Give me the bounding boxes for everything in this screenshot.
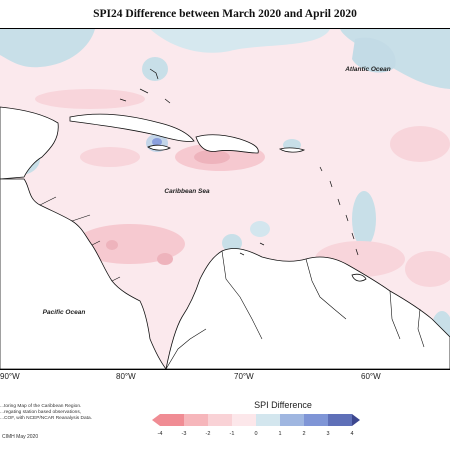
south-america-land [165, 248, 450, 369]
legend-tick-label: 0 [254, 431, 257, 437]
central-america-land [0, 178, 167, 369]
yucatan-land [0, 106, 59, 180]
legend-tick-label: 1 [278, 431, 281, 437]
legend-title: SPI Difference [254, 400, 312, 410]
legend-tick-label: 4 [350, 431, 353, 437]
puerto-rico-land [279, 147, 306, 153]
legend-tick-label: -2 [206, 431, 211, 437]
legend-ticks: -4 -3 -2 -1 0 1 2 3 4 [158, 431, 354, 437]
legend-tick-label: 3 [326, 431, 329, 437]
lon-label-60w: 60°W [361, 372, 381, 381]
description-line: ...COF, with NCEP/NCAR Reanalysis Data. [0, 416, 92, 421]
color-legend: -4 -3 -2 -1 0 1 2 3 4 [152, 414, 360, 437]
map-description: ...toring Map of the Caribbean Region. .… [0, 404, 120, 422]
legend-tick-label: -3 [182, 431, 187, 437]
negative-anomaly-areas [35, 89, 450, 287]
lon-label-90w: 90°W [0, 372, 20, 381]
legend-swatch [160, 414, 184, 426]
legend-right-arrow [352, 414, 360, 426]
cuba-land [69, 113, 195, 142]
legend-swatch [232, 414, 256, 426]
map-svg: Atlantic Ocean Caribbean Sea Pacific Oce… [0, 29, 450, 369]
map-panel: Atlantic Ocean Caribbean Sea Pacific Oce… [0, 28, 450, 370]
legend-tick-label: -4 [158, 431, 163, 437]
legend-tick-label: 2 [302, 431, 305, 437]
country-borders [39, 196, 425, 369]
description-line: ...regating station based observations, [0, 410, 82, 415]
jamaica-land [147, 144, 171, 151]
legend-swatch [184, 414, 208, 426]
map-title: SPI24 Difference between March 2020 and … [93, 8, 357, 20]
legend-swatch [328, 414, 352, 426]
legend-swatch [208, 414, 232, 426]
credit-text: CIMH May 2020 [2, 434, 39, 440]
legend-swatch [256, 414, 280, 426]
legend-left-arrow [152, 414, 160, 426]
atlantic-ocean-label: Atlantic Ocean [344, 66, 391, 73]
lon-label-70w: 70°W [234, 372, 254, 381]
legend-swatch [304, 414, 328, 426]
legend-swatch [280, 414, 304, 426]
small-islands [119, 68, 359, 256]
hispaniola-land [195, 134, 259, 154]
trinidad-land [351, 273, 367, 282]
legend-tick-label: -1 [230, 431, 235, 437]
pacific-ocean-label: Pacific Ocean [43, 309, 86, 316]
lon-label-80w: 80°W [116, 372, 136, 381]
description-line: ...toring Map of the Caribbean Region. [0, 404, 82, 409]
caribbean-sea-label: Caribbean Sea [164, 188, 210, 195]
legend-swatches [152, 414, 360, 426]
land-areas [0, 106, 450, 369]
